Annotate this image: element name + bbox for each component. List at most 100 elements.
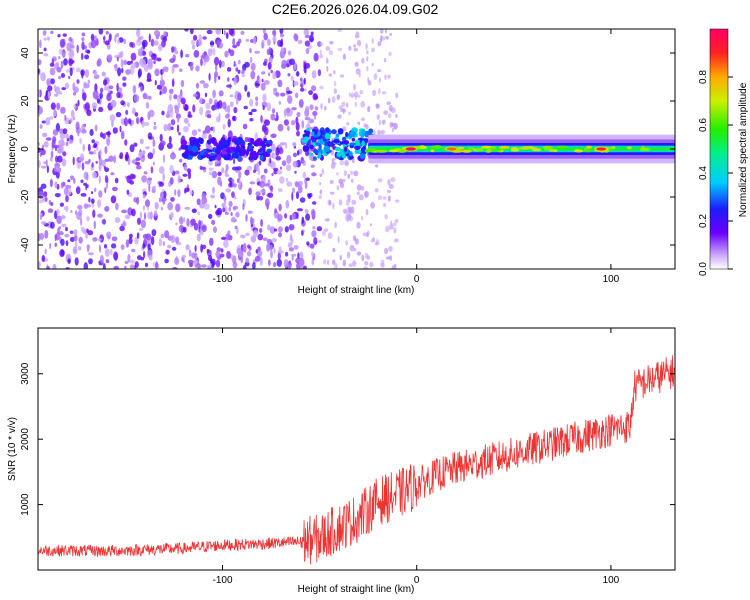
heat-cell xyxy=(167,123,172,131)
heat-cell xyxy=(343,140,350,145)
heat-cell xyxy=(510,148,520,152)
heat-cell xyxy=(358,194,364,201)
heat-cell xyxy=(143,212,147,221)
heat-cell xyxy=(44,248,47,255)
heat-cell xyxy=(83,262,88,269)
heat-cell xyxy=(354,101,358,108)
heat-cell xyxy=(336,172,339,176)
snr-panel: -100 0 100 1000 2000 3000 Height of straight… xyxy=(7,327,676,595)
heat-cell xyxy=(249,57,253,64)
heat-cell xyxy=(88,252,94,256)
heat-cell xyxy=(334,263,338,269)
heat-cell xyxy=(393,238,399,243)
heat-cell xyxy=(64,233,70,238)
heat-cell xyxy=(162,154,165,164)
heat-cell xyxy=(419,145,426,149)
heat-cell xyxy=(317,69,322,77)
heat-cell xyxy=(86,184,89,189)
heat-cell xyxy=(137,217,141,225)
spectrogram-y-ticks: -40 -20 0 20 40 xyxy=(20,47,675,252)
heat-cell xyxy=(116,32,119,38)
heat-cell xyxy=(342,178,346,183)
heat-cell xyxy=(304,40,311,47)
heat-cell xyxy=(366,255,371,260)
heat-cell xyxy=(110,100,117,108)
heat-cell xyxy=(129,264,135,269)
heat-cell xyxy=(225,113,230,119)
heat-cell xyxy=(223,155,231,161)
heat-cell xyxy=(94,124,98,132)
heat-cell xyxy=(356,184,362,191)
heat-cell xyxy=(210,194,216,199)
heat-cell xyxy=(212,89,217,99)
heat-cell xyxy=(116,56,119,62)
heat-cell xyxy=(365,208,369,216)
heat-cell xyxy=(88,196,91,203)
heat-cell xyxy=(232,137,238,142)
heat-cell xyxy=(159,181,165,187)
heat-cell xyxy=(136,232,140,239)
heat-cell xyxy=(105,183,108,189)
heat-cell xyxy=(309,104,314,111)
heat-cell xyxy=(54,234,57,242)
heat-peak-core xyxy=(446,147,457,151)
heat-cell xyxy=(266,48,271,56)
heat-cell xyxy=(300,87,305,92)
heat-cell xyxy=(268,259,271,266)
heat-cell xyxy=(285,141,288,150)
heat-cell xyxy=(259,257,263,266)
heat-cell xyxy=(132,174,136,179)
heat-cell xyxy=(105,31,109,35)
heat-cell xyxy=(310,164,315,168)
heat-cell xyxy=(311,131,315,137)
heat-cell xyxy=(370,201,375,209)
heat-cell xyxy=(193,222,199,231)
heat-cell xyxy=(252,262,256,269)
heat-cell xyxy=(280,92,286,97)
heat-cell xyxy=(157,31,161,37)
heat-cell xyxy=(305,177,310,181)
heat-cell xyxy=(125,239,130,248)
heat-cell xyxy=(255,249,258,254)
heat-cell xyxy=(50,30,54,34)
heat-cell xyxy=(261,78,264,83)
heat-cell xyxy=(215,250,221,259)
heat-cell xyxy=(267,62,272,70)
heat-cell xyxy=(461,149,472,153)
heat-cell xyxy=(106,138,111,147)
heat-cell xyxy=(240,234,246,239)
heat-cell xyxy=(231,216,236,222)
heat-cell xyxy=(224,205,228,214)
heat-cell xyxy=(54,242,58,247)
heat-cell xyxy=(366,56,369,62)
heat-cell xyxy=(333,80,337,87)
heat-cell xyxy=(350,92,355,98)
heat-cell xyxy=(39,199,43,204)
heat-cell xyxy=(164,258,169,264)
heat-cell xyxy=(108,85,114,90)
heat-cell xyxy=(272,29,276,36)
heat-cell xyxy=(370,223,372,227)
heat-cell xyxy=(183,117,189,124)
heat-cell xyxy=(259,228,263,233)
heat-cell xyxy=(246,250,252,257)
heat-cell xyxy=(238,152,244,157)
heat-cell xyxy=(174,106,179,115)
heat-cell xyxy=(387,74,391,79)
heat-cell xyxy=(135,157,141,162)
heat-cell xyxy=(284,226,289,233)
heat-cell xyxy=(98,244,102,253)
heat-cell xyxy=(242,203,245,211)
heat-cell xyxy=(147,177,153,181)
heat-cell xyxy=(391,127,395,133)
heat-cell xyxy=(270,113,276,121)
heat-cell xyxy=(226,147,231,153)
heat-cell xyxy=(371,62,374,67)
heat-cell xyxy=(142,243,146,249)
heat-cell xyxy=(84,54,90,60)
heat-cell xyxy=(213,226,217,234)
heat-cell xyxy=(148,109,155,118)
heat-cell xyxy=(367,105,371,113)
heat-cell xyxy=(200,264,207,268)
heat-cell xyxy=(258,195,264,201)
